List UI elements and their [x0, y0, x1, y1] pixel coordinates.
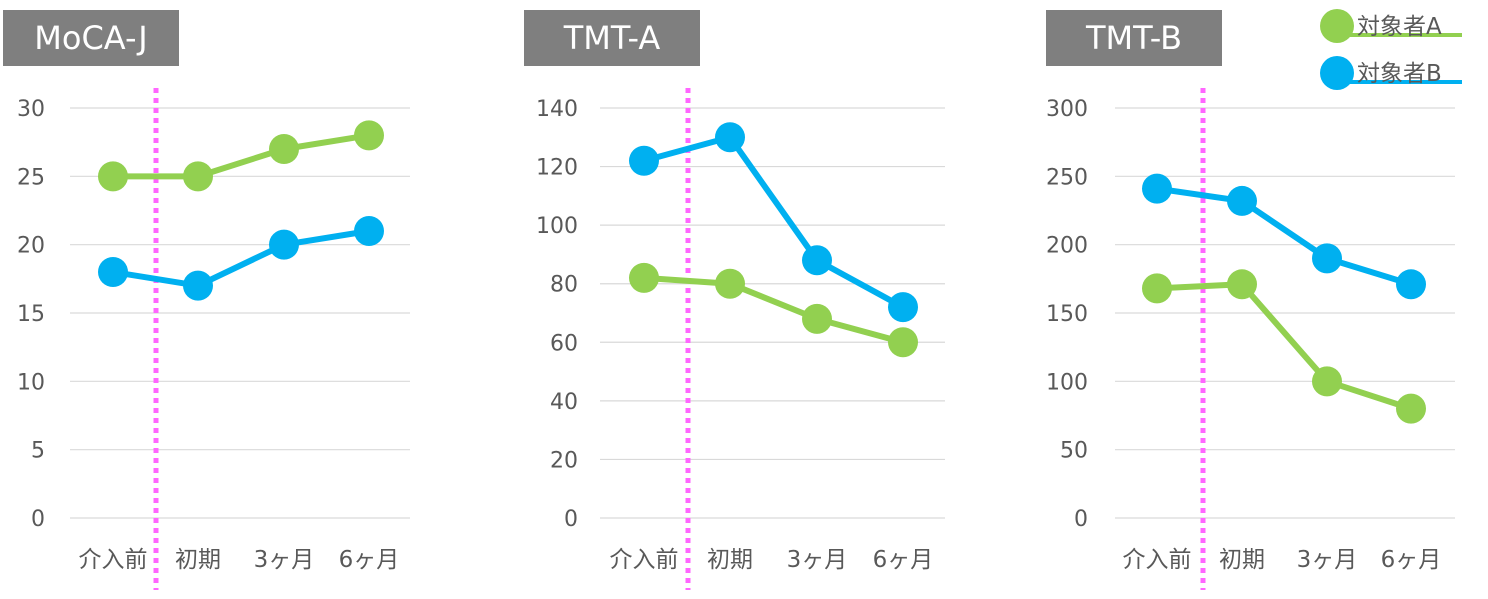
data-point — [888, 327, 918, 358]
data-point — [1396, 269, 1426, 300]
chart-title-box — [3, 10, 179, 66]
legend-label: 対象者B — [1357, 61, 1442, 87]
y-tick-label: 0 — [1074, 507, 1088, 532]
y-tick-label: 200 — [1046, 234, 1088, 259]
data-point — [1396, 393, 1426, 424]
y-tick-label: 60 — [550, 331, 578, 356]
x-tick-label: 介入前 — [1123, 547, 1192, 573]
y-tick-label: 40 — [550, 390, 578, 415]
data-point — [629, 145, 659, 176]
y-tick-label: 50 — [1060, 439, 1088, 464]
data-point — [183, 161, 213, 192]
legend-swatch-marker — [1320, 56, 1354, 90]
x-tick-label: 介入前 — [79, 547, 148, 573]
data-point — [1227, 185, 1257, 216]
x-tick-label: 初期 — [707, 547, 753, 573]
data-point — [715, 268, 745, 299]
series-line — [113, 132, 370, 180]
legend-label: 対象者A — [1357, 14, 1442, 40]
x-tick-label: 3ヶ月 — [254, 547, 315, 573]
chart-title: TMT-B — [1085, 19, 1182, 57]
y-tick-label: 100 — [536, 214, 578, 239]
chart-title: TMT-A — [563, 19, 661, 57]
x-tick-label: 6ヶ月 — [873, 547, 934, 573]
chart-panel-2: TMT-A 0 20 40 60 80 100 120 140 介入前 初期 3ヶ月 6ヶ月 — [524, 10, 945, 590]
y-tick-label: 5 — [31, 439, 45, 464]
y-tick-label: 20 — [550, 448, 578, 473]
legend: 対象者A 対象者B — [1320, 9, 1462, 90]
y-tick-label: 120 — [536, 156, 578, 181]
chart-title-box — [1046, 10, 1222, 66]
y-tick-label: 25 — [17, 165, 45, 190]
data-point — [1312, 243, 1342, 274]
y-tick-label: 30 — [17, 97, 45, 122]
data-point — [269, 134, 299, 164]
chart-title-box — [524, 10, 700, 66]
y-tick-label: 20 — [17, 234, 45, 259]
y-tick-label: 80 — [550, 273, 578, 298]
series-line — [643, 274, 904, 346]
x-tick-label: 初期 — [175, 547, 221, 573]
data-point — [1227, 269, 1257, 300]
y-tick-label: 140 — [536, 97, 578, 122]
data-point — [802, 245, 832, 276]
x-tick-label: 介入前 — [610, 547, 679, 573]
y-tick-label: 15 — [17, 302, 45, 327]
y-tick-label: 250 — [1046, 165, 1088, 190]
x-tick-label: 3ヶ月 — [1297, 547, 1358, 573]
chart-panel-1: MoCA-J 0 5 10 15 20 25 30 介入前 初期 3ヶ月 6ヶ月 — [3, 10, 410, 590]
data-point — [629, 262, 659, 293]
y-tick-label: 150 — [1046, 302, 1088, 327]
series-line — [1156, 185, 1412, 288]
data-point — [1142, 173, 1172, 204]
x-tick-label: 3ヶ月 — [787, 547, 848, 573]
data-point — [1312, 366, 1342, 397]
y-tick-label: 300 — [1046, 97, 1088, 122]
data-point — [802, 303, 832, 334]
legend-swatch-marker — [1320, 9, 1354, 43]
data-point — [888, 292, 918, 323]
chart-title: MoCA-J — [34, 19, 147, 57]
y-tick-label: 0 — [564, 507, 578, 532]
data-point — [98, 257, 128, 287]
data-point — [98, 161, 128, 192]
series-line — [1156, 281, 1412, 412]
series-line — [643, 134, 905, 310]
y-tick-label: 10 — [17, 370, 45, 395]
x-tick-label: 初期 — [1219, 547, 1265, 573]
y-tick-label: 0 — [31, 507, 45, 532]
chart-panel-3: TMT-B 0 50 100 150 200 250 300 介入前 初期 3ヶ月 6ヶ月 — [1046, 10, 1455, 590]
data-point — [269, 229, 299, 260]
data-point — [1142, 273, 1172, 304]
x-tick-label: 6ヶ月 — [1381, 547, 1442, 573]
data-point — [715, 122, 745, 153]
y-tick-label: 100 — [1046, 370, 1088, 395]
series-line — [112, 228, 370, 289]
data-point — [354, 216, 384, 246]
data-point — [183, 270, 213, 301]
data-point — [354, 120, 384, 151]
x-tick-label: 6ヶ月 — [339, 547, 400, 573]
